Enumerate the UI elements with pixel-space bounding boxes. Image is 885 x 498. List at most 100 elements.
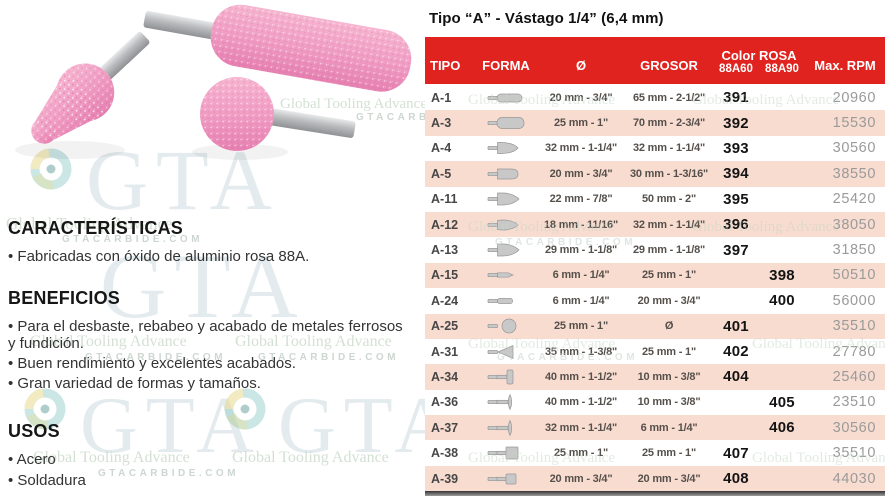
tipo-label: A-11 (431, 192, 458, 207)
grosor-value: 25 mm - 1" (642, 269, 696, 282)
table-bottom-bar (425, 491, 885, 496)
table-row: A-39 20 mm - 3/4" 20 mm - 3/4" 408 44030 (425, 465, 885, 492)
tipo-label: A-36 (431, 395, 459, 410)
header-color-rosa: Color ROSA (721, 48, 797, 63)
tipo-label: A-34 (431, 369, 459, 384)
diameter-value: 20 mm - 3/4" (549, 167, 613, 180)
diameter-value: 6 mm - 1/4" (552, 294, 610, 307)
grosor-value: Ø (664, 320, 674, 333)
table-title: Tipo “A” - Vástago 1/4” (6,4 mm) (429, 10, 664, 27)
diameter-value: 22 mm - 7/8" (549, 193, 613, 206)
grosor-value: 25 mm - 1" (642, 447, 696, 460)
grosor-value: 20 mm - 3/4" (637, 294, 701, 307)
table-row: A-15 6 mm - 1/4" 25 mm - 1" 398 50510 (425, 262, 885, 289)
header-tipo: TIPO (430, 58, 461, 73)
square-block-icon (475, 444, 537, 462)
table-row: A-4 32 mm - 1-1/4" 32 mm - 1-1/4" 393 30560 (425, 135, 885, 162)
max-rpm-value: 44030 (832, 470, 876, 487)
max-rpm-value: 20960 (832, 89, 876, 106)
code-88a60: 404 (723, 368, 749, 386)
code-88a60: 393 (723, 139, 749, 157)
thin-disc-icon (475, 419, 537, 437)
section-bullets: Para el desbaste, rebabeo y acabado de m… (8, 318, 413, 392)
stone-cone (31, 31, 150, 144)
code-88a60: 391 (723, 89, 749, 107)
grosor-value: 65 mm - 2-1/2" (632, 91, 706, 104)
grosor-value: 25 mm - 1" (642, 345, 696, 358)
max-rpm-value: 50510 (832, 267, 876, 284)
diameter-value: 40 mm - 1-1/2" (544, 396, 618, 409)
large-cylinder-icon (475, 114, 537, 132)
bullet-item: Acero (8, 451, 413, 468)
header-grosor: GROSOR (640, 58, 698, 73)
max-rpm-value: 25460 (832, 368, 876, 385)
code-88a90: 405 (769, 393, 795, 411)
grosor-value: 29 mm - 1-1/8" (632, 244, 706, 257)
bullet-item: Buen rendimiento y excelentes acabados. (8, 355, 413, 372)
header-max-rpm: Max. RPM (814, 58, 876, 73)
bullet-item: Fabricadas con óxido de aluminio rosa 88… (8, 248, 413, 265)
tipo-label: A-15 (431, 268, 459, 283)
header-color-rosa-group: Color ROSA 88A60 88A90 (713, 37, 805, 84)
ball-icon (475, 317, 537, 335)
code-88a90: 406 (769, 419, 795, 437)
tree-point-icon (475, 241, 537, 259)
code-88a90: 398 (769, 266, 795, 284)
grosor-value: 50 mm - 2" (642, 193, 696, 206)
table-header: TIPO FORMA Ø GROSOR Color ROSA 88A60 88A… (425, 37, 885, 84)
max-rpm-value: 35510 (832, 445, 876, 462)
table-row: A-38 25 mm - 1" 25 mm - 1" 407 35510 (425, 440, 885, 466)
code-88a60: 395 (723, 190, 749, 208)
tipo-label: A-13 (431, 243, 459, 258)
code-88a60: 397 (723, 241, 749, 259)
sharp-cone-icon (475, 216, 537, 234)
max-rpm-value: 56000 (832, 292, 876, 309)
diameter-value: 25 mm - 1" (554, 320, 608, 333)
table-row: A-12 18 mm - 11/16" 32 mm - 1-1/4" 396 38050 (425, 211, 885, 238)
info-sections: CARACTERÍSTICAS Fabricadas con óxido de a… (8, 218, 413, 498)
table-row: A-11 22 mm - 7/8" 50 mm - 2" 395 25420 (425, 186, 885, 212)
diameter-value: 18 mm - 11/16" (544, 218, 618, 231)
table-row: A-5 20 mm - 3/4" 30 mm - 1-3/16" 394 38550 (425, 161, 885, 187)
max-rpm-value: 15530 (832, 115, 876, 132)
small-square-block-icon (475, 470, 537, 488)
diameter-value: 25 mm - 1" (554, 117, 608, 130)
max-rpm-value: 23510 (832, 394, 876, 411)
tree-point-icon (475, 190, 537, 208)
table-row: A-3 25 mm - 1" 70 mm - 2-3/4" 392 15530 (425, 110, 885, 136)
wheel-stem-icon (475, 368, 537, 386)
max-rpm-value: 30560 (832, 140, 876, 157)
grosor-value: 10 mm - 3/8" (637, 396, 701, 409)
grosor-value: 70 mm - 2-3/4" (632, 117, 706, 130)
tipo-label: A-1 (431, 90, 452, 105)
code-88a60: 401 (723, 317, 749, 335)
diameter-value: 35 mm - 1-3/8" (544, 345, 618, 358)
table-row: A-31 35 mm - 1-3/8" 25 mm - 1" 402 27780 (425, 338, 885, 365)
header-88a60: 88A60 (719, 63, 753, 75)
tipo-label: A-25 (431, 319, 459, 334)
code-88a60: 408 (723, 470, 749, 488)
tipo-label: A-38 (431, 446, 459, 461)
small-spire-icon (475, 266, 537, 284)
bullet-item: Soldadura (8, 472, 413, 489)
diameter-value: 29 mm - 1-1/8" (544, 244, 618, 257)
code-88a60: 407 (723, 444, 749, 462)
grosor-value: 30 mm - 1-3/16" (629, 167, 709, 180)
tipo-label: A-3 (431, 116, 452, 131)
tipo-label: A-37 (431, 420, 459, 435)
info-section: CARACTERÍSTICAS Fabricadas con óxido de a… (8, 218, 413, 265)
diameter-value: 6 mm - 1/4" (552, 269, 610, 282)
diameter-value: 20 mm - 3/4" (549, 91, 613, 104)
code-88a60: 392 (723, 114, 749, 132)
grosor-value: 6 mm - 1/4" (640, 421, 698, 434)
tipo-label: A-5 (431, 166, 452, 181)
table-row: A-1 20 mm - 3/4" 65 mm - 2-1/2" 391 20960 (425, 85, 885, 111)
max-rpm-value: 27780 (832, 343, 876, 360)
tipo-label: A-39 (431, 471, 459, 486)
diameter-value: 32 mm - 1-1/4" (544, 421, 618, 434)
tipo-label: A-4 (431, 141, 452, 156)
section-heading: BENEFICIOS (8, 288, 121, 309)
flared-cone-icon (475, 343, 537, 361)
max-rpm-value: 35510 (832, 318, 876, 335)
tipo-label: A-12 (431, 217, 459, 232)
